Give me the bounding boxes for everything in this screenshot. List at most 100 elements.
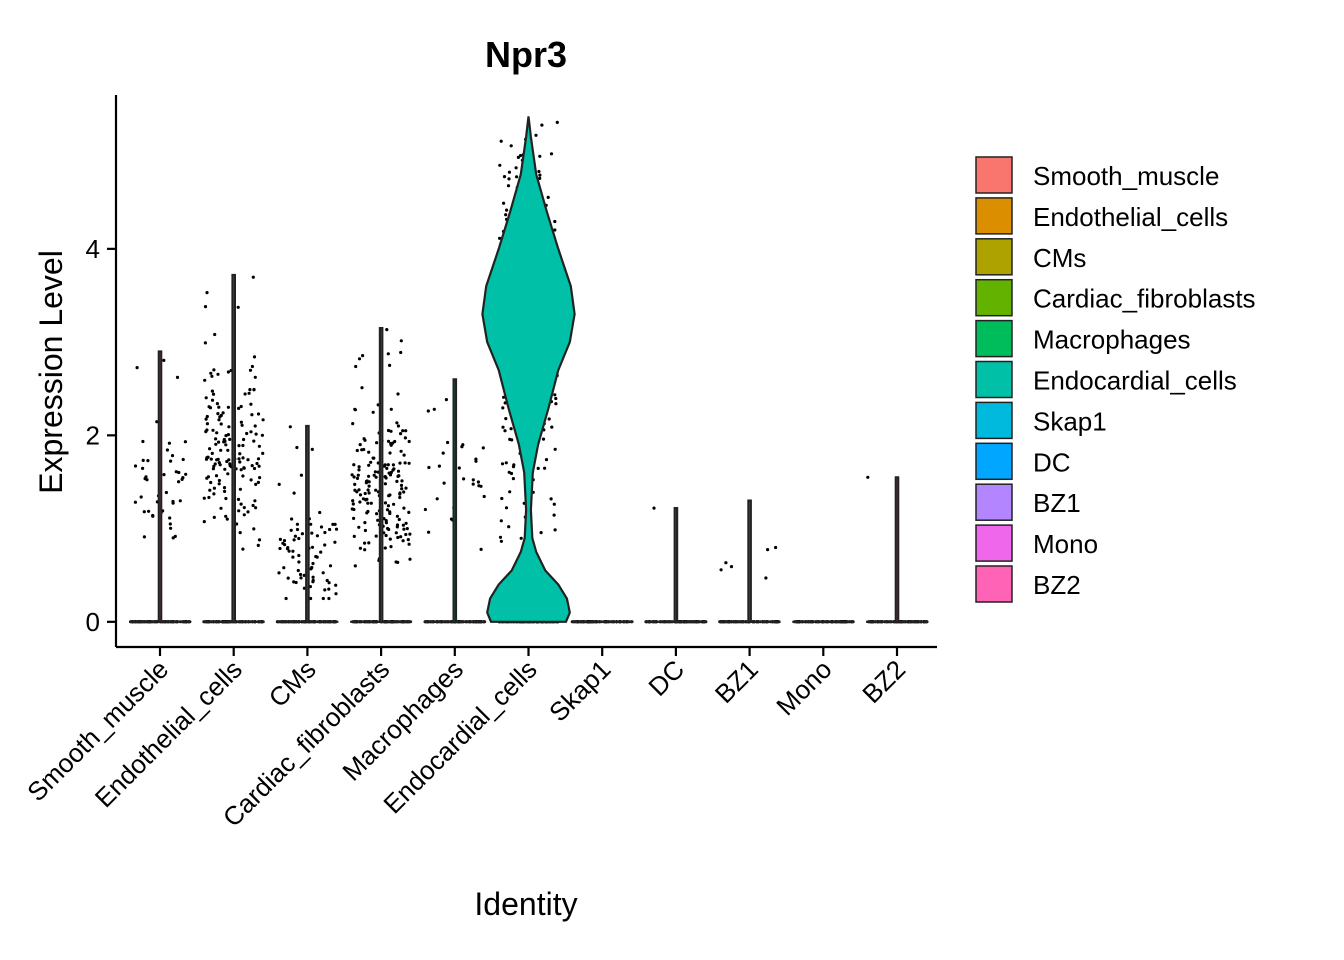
- point-Endothelial_cells: [249, 402, 253, 406]
- point-Endothelial_cells: [257, 538, 262, 542]
- point-Cardiac_fibroblasts: [350, 507, 354, 511]
- point-Cardiac_fibroblasts: [396, 392, 400, 396]
- point-Macrophages: [482, 494, 486, 499]
- point-Cardiac_fibroblasts: [401, 429, 405, 433]
- point-Endothelial_cells: [209, 457, 213, 461]
- point-Cardiac_fibroblasts: [367, 474, 371, 478]
- point-DC: [652, 506, 656, 510]
- point-Endothelial_cells: [250, 464, 254, 468]
- point-CMs: [311, 561, 315, 566]
- point-CMs: [327, 587, 331, 591]
- legend-label-BZ1: BZ1: [1033, 488, 1081, 518]
- point-Smooth_muscle: [147, 509, 151, 513]
- point-Cardiac_fibroblasts: [399, 339, 403, 343]
- point-Endothelial_cells: [238, 452, 242, 456]
- violin-BZ1: [747, 499, 752, 623]
- point-Macrophages: [442, 481, 446, 485]
- point-Macrophages: [471, 478, 475, 482]
- point-Macrophages: [481, 446, 485, 450]
- point-Endothelial_cells: [256, 412, 261, 416]
- point-Endothelial_cells: [217, 405, 221, 409]
- point-Endothelial_cells: [253, 375, 257, 379]
- legend-key-Macrophages: [975, 319, 1013, 358]
- point-Endothelial_cells: [248, 388, 252, 392]
- point-CMs: [277, 482, 281, 486]
- point-Endothelial_cells: [207, 405, 211, 409]
- point-CMs: [325, 578, 329, 583]
- point-Endocardial_cells: [502, 201, 506, 205]
- point-CMs: [293, 534, 297, 538]
- point-Cardiac_fibroblasts: [375, 512, 379, 516]
- point-CMs: [291, 549, 295, 553]
- point-Endothelial_cells: [219, 506, 223, 510]
- violin-Endothelial_cells: [231, 273, 236, 623]
- point-Endothelial_cells: [216, 372, 220, 376]
- point-Cardiac_fibroblasts: [389, 429, 393, 433]
- point-Cardiac_fibroblasts: [405, 527, 409, 531]
- point-Endothelial_cells: [205, 414, 209, 419]
- point-Endocardial_cells: [501, 406, 505, 410]
- point-CMs: [302, 573, 306, 578]
- point-Smooth_muscle: [174, 470, 178, 474]
- point-CMs: [334, 583, 338, 587]
- point-Endothelial_cells: [254, 432, 258, 436]
- point-Smooth_muscle: [143, 477, 147, 481]
- point-CMs: [286, 546, 290, 550]
- point-Endothelial_cells: [216, 412, 220, 416]
- point-Cardiac_fibroblasts: [408, 532, 412, 536]
- point-CMs: [299, 576, 303, 580]
- point-Cardiac_fibroblasts: [366, 488, 370, 492]
- point-Macrophages: [479, 547, 483, 552]
- point-Cardiac_fibroblasts: [397, 517, 401, 522]
- legend: Smooth_muscle Endothelial_cells CMs Cardiac…: [975, 156, 1256, 603]
- point-Endocardial_cells: [550, 425, 554, 429]
- legend-label-BZ2: BZ2: [1033, 570, 1081, 600]
- point-Endocardial_cells: [539, 531, 543, 535]
- point-Endothelial_cells: [214, 437, 218, 441]
- legend-label-DC: DC: [1033, 447, 1071, 477]
- point-Endocardial_cells: [538, 154, 542, 158]
- point-Endothelial_cells: [256, 457, 261, 461]
- point-Macrophages: [435, 497, 439, 501]
- point-Cardiac_fibroblasts: [358, 493, 363, 497]
- legend-key-Skap1: [975, 401, 1013, 440]
- point-Cardiac_fibroblasts: [362, 447, 366, 452]
- point-CMs: [327, 581, 331, 585]
- point-Macrophages: [446, 440, 450, 445]
- point-Macrophages: [474, 459, 478, 463]
- point-Cardiac_fibroblasts: [395, 479, 399, 483]
- point-Endocardial_cells: [504, 506, 509, 510]
- point-Cardiac_fibroblasts: [385, 508, 390, 512]
- point-Cardiac_fibroblasts: [386, 526, 390, 531]
- point-Endothelial_cells: [252, 439, 256, 443]
- point-Cardiac_fibroblasts: [352, 463, 356, 467]
- point-Smooth_muscle: [184, 472, 188, 476]
- point-Endothelial_cells: [242, 506, 246, 510]
- point-Endothelial_cells: [211, 428, 215, 432]
- point-Cardiac_fibroblasts: [385, 466, 389, 470]
- point-Endothelial_cells: [237, 509, 241, 513]
- point-BZ2: [866, 475, 870, 479]
- violin-DC: [673, 506, 679, 623]
- point-Endothelial_cells: [212, 464, 216, 468]
- point-Endothelial_cells: [211, 392, 216, 396]
- point-Cardiac_fibroblasts: [386, 504, 390, 508]
- point-CMs: [277, 571, 281, 575]
- point-CMs: [281, 541, 285, 545]
- point-Cardiac_fibroblasts: [396, 424, 400, 428]
- point-Endothelial_cells: [205, 428, 209, 432]
- point-Cardiac_fibroblasts: [398, 495, 402, 500]
- point-Endocardial_cells: [508, 490, 512, 494]
- point-Endocardial_cells: [507, 177, 511, 181]
- point-Endothelial_cells: [238, 487, 242, 491]
- point-Macrophages: [441, 451, 445, 455]
- point-Cardiac_fibroblasts: [403, 436, 407, 440]
- point-Cardiac_fibroblasts: [399, 535, 403, 539]
- point-CMs: [284, 596, 288, 601]
- point-CMs: [297, 560, 301, 564]
- point-Endothelial_cells: [212, 486, 216, 490]
- point-Cardiac_fibroblasts: [404, 486, 408, 490]
- point-Smooth_muscle: [183, 440, 187, 444]
- point-Endothelial_cells: [258, 476, 262, 480]
- point-Endothelial_cells: [251, 503, 255, 508]
